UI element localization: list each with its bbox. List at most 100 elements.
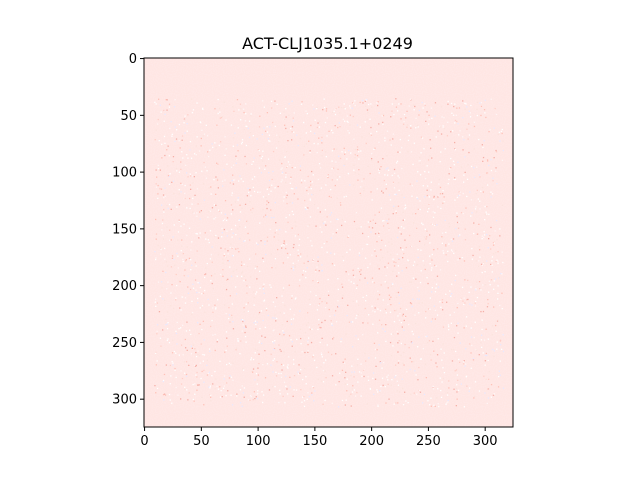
pixel-speckle [157,281,160,283]
pixel-speckle [202,360,204,362]
pixel-speckle [300,343,302,345]
pixel-speckle [231,303,233,305]
pixel-speckle [385,324,387,326]
pixel-speckle [180,182,182,184]
pixel-speckle [322,403,324,405]
pixel-speckle [167,265,169,267]
pixel-speckle [496,239,498,241]
pixel-speckle [321,337,323,339]
pixel-speckle [249,258,251,260]
pixel-speckle [430,223,433,225]
pixel-speckle [442,125,444,127]
pixel-speckle [184,197,186,200]
pixel-speckle [469,191,471,193]
pixel-speckle [178,171,181,173]
pixel-speckle [305,110,307,112]
pixel-speckle [480,342,482,344]
pixel-speckle [317,122,319,124]
pixel-speckle [199,211,201,213]
pixel-speckle [263,299,266,301]
pixel-speckle [236,393,238,395]
pixel-speckle [196,102,198,104]
pixel-speckle [389,311,392,313]
pixel-speckle [343,103,345,105]
pixel-speckle [274,340,276,342]
pixel-speckle [451,348,453,351]
pixel-speckle [408,323,410,326]
pixel-speckle [480,263,483,265]
pixel-speckle [225,331,228,333]
pixel-speckle [404,391,406,393]
pixel-speckle [178,140,180,142]
pixel-speckle [200,121,202,124]
pixel-speckle [283,196,285,198]
pixel-speckle [349,114,351,116]
pixel-speckle [384,281,386,283]
pixel-speckle [220,212,223,214]
pixel-speckle [462,149,464,151]
pixel-speckle [159,169,161,171]
pixel-speckle [236,228,239,230]
pixel-speckle [424,268,426,271]
pixel-speckle [409,98,412,100]
pixel-speckle [164,142,166,144]
pixel-speckle [455,274,457,277]
pixel-speckle [469,112,471,114]
pixel-speckle [171,255,174,257]
pixel-speckle [199,232,201,234]
pixel-speckle [242,369,245,371]
pixel-speckle [377,391,379,393]
pixel-speckle [324,106,326,109]
pixel-speckle [443,117,445,119]
pixel-speckle [285,385,287,387]
pixel-speckle [442,378,444,380]
pixel-speckle [291,139,293,141]
pixel-speckle [456,212,458,214]
pixel-speckle [282,395,284,397]
pixel-speckle [165,261,168,263]
pixel-speckle [155,364,157,366]
pixel-speckle [180,327,182,329]
pixel-speckle [335,148,338,150]
pixel-speckle [304,367,306,370]
pixel-speckle [480,101,483,104]
pixel-speckle [484,271,486,273]
pixel-speckle [176,206,178,208]
pixel-speckle [200,145,202,147]
pixel-speckle [161,287,163,289]
pixel-speckle [282,200,285,202]
pixel-speckle [262,401,264,404]
pixel-speckle [425,335,427,338]
pixel-speckle [485,116,487,119]
pixel-speckle [186,207,188,209]
pixel-speckle [256,138,258,140]
pixel-speckle [487,388,490,390]
pixel-speckle [208,304,210,306]
pixel-speckle [473,167,475,169]
pixel-speckle [433,350,435,352]
pixel-speckle [319,189,321,192]
pixel-speckle [191,241,193,243]
noisy-region-speckle [144,58,513,427]
pixel-speckle [500,130,502,133]
pixel-speckle [224,136,226,138]
pixel-speckle [372,281,374,283]
pixel-speckle [437,196,439,198]
pixel-speckle [274,125,276,128]
pixel-speckle [224,218,226,220]
pixel-speckle [403,329,405,331]
pixel-speckle [423,264,425,266]
pixel-speckle [176,284,178,287]
pixel-speckle [454,119,457,122]
pixel-speckle [274,305,276,308]
pixel-speckle [287,221,289,223]
pixel-speckle [163,211,165,213]
pixel-speckle [378,294,381,296]
pixel-speckle [316,106,318,108]
pixel-speckle [248,120,251,122]
pixel-speckle [437,248,439,250]
pixel-speckle [378,319,381,321]
pixel-speckle [176,252,178,255]
pixel-speckle [326,117,328,119]
pixel-speckle [368,314,370,316]
